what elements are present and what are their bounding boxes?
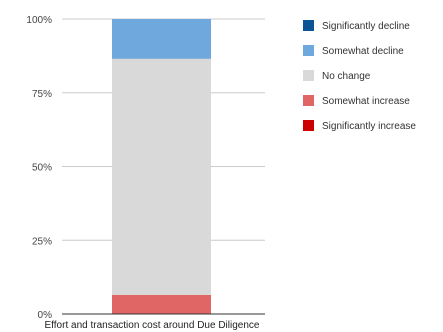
legend-swatch — [303, 45, 314, 56]
legend-label: Somewhat decline — [322, 46, 404, 57]
legend-item: Somewhat increase — [303, 95, 410, 107]
legend-item: No change — [303, 70, 371, 82]
legend-label: Somewhat increase — [322, 96, 410, 107]
legend-item: Significantly decline — [303, 20, 410, 32]
legend-item: Significantly increase — [303, 120, 416, 132]
legend-label: Significantly decline — [322, 21, 410, 32]
y-tick-label: 100% — [26, 15, 52, 26]
y-axis-tick-labels: 0% 25% 50% 75% 100% — [26, 15, 52, 321]
legend-swatch — [303, 70, 314, 81]
bar-segments — [112, 19, 211, 314]
bar-segment — [112, 19, 211, 59]
y-tick-label: 50% — [32, 163, 52, 174]
y-tick-label: 25% — [32, 236, 52, 247]
x-category-label: Effort and transaction cost around Due D… — [45, 320, 260, 331]
legend-swatch — [303, 20, 314, 31]
legend-item: Somewhat decline — [303, 45, 404, 57]
legend-swatch — [303, 95, 314, 106]
legend-swatch — [303, 120, 314, 131]
legend: Significantly decline Somewhat decline No … — [303, 20, 416, 132]
legend-label: Significantly increase — [322, 121, 416, 132]
bar-segment — [112, 58, 211, 295]
y-tick-label: 0% — [38, 310, 53, 321]
bar-segment — [112, 294, 211, 314]
legend-label: No change — [322, 71, 371, 82]
y-tick-label: 75% — [32, 89, 52, 100]
